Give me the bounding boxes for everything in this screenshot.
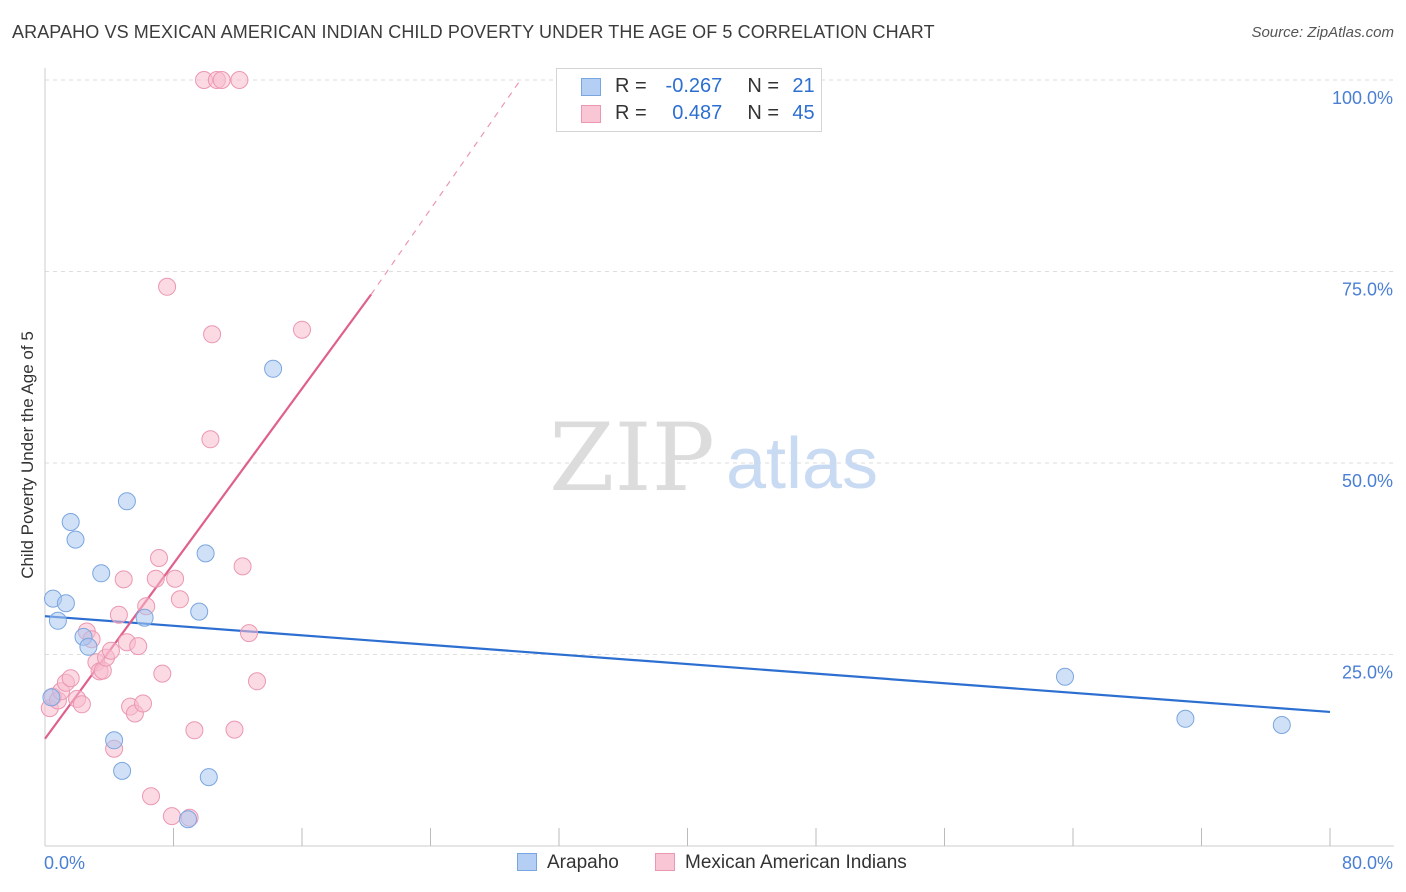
bottom-legend-label-mexican-american-indians: Mexican American Indians — [685, 852, 907, 873]
point-mexican-american-indians-27 — [153, 664, 172, 683]
point-arapaho-4 — [61, 513, 80, 531]
legend-stats-mexican-american-indians: R = 0.487 N = 45 — [615, 102, 815, 124]
bottom-legend-swatch-mexican-american-indians — [655, 853, 675, 871]
y-tick-label-0: 25.0% — [1342, 663, 1393, 683]
point-mexican-american-indians-17 — [114, 570, 133, 589]
point-mexican-american-indians-5 — [61, 669, 80, 688]
point-arapaho-3 — [56, 594, 75, 613]
point-mexican-american-indians-44 — [293, 320, 311, 339]
point-arapaho-8 — [92, 564, 111, 583]
point-mexican-american-indians-24 — [142, 787, 160, 806]
point-arapaho-19 — [1176, 709, 1195, 728]
trend-line-arapaho — [44, 615, 1331, 714]
point-arapaho-16 — [199, 768, 218, 787]
y-tick-label-2: 75.0% — [1342, 280, 1393, 300]
point-mexican-american-indians-26 — [150, 549, 168, 567]
point-mexican-american-indians-35 — [201, 430, 220, 449]
point-mexican-american-indians-30 — [166, 569, 185, 588]
point-mexican-american-indians-42 — [240, 624, 258, 643]
tick-labels: 25.0% 50.0% 75.0% 100.0% 0.0% 80.0% — [44, 88, 1393, 873]
point-mexican-american-indians-39 — [225, 720, 244, 739]
point-mexican-american-indians-31 — [170, 590, 189, 609]
point-arapaho-12 — [135, 608, 154, 627]
point-arapaho-2 — [48, 611, 67, 630]
point-mexican-american-indians-21 — [129, 637, 148, 656]
correlation-legend: R = -0.267 N = 21 R = 0.487 N = 45 — [556, 68, 822, 132]
point-mexican-american-indians-22 — [134, 694, 152, 713]
point-arapaho-11 — [117, 492, 136, 511]
point-arapaho-15 — [196, 544, 215, 563]
point-arapaho-0 — [42, 688, 61, 707]
y-tick-label-3: 100.0% — [1332, 88, 1393, 108]
point-mexican-american-indians-25 — [146, 569, 165, 588]
axes — [44, 68, 1394, 847]
trend-line-extension-mexican-american-indians — [370, 79, 521, 295]
point-mexican-american-indians-36 — [203, 325, 222, 344]
y-tick-label-1: 50.0% — [1342, 471, 1393, 491]
data-points — [40, 71, 1291, 829]
bottom-legend-arapaho: Arapaho — [517, 852, 619, 874]
point-arapaho-5 — [66, 530, 85, 549]
point-mexican-american-indians-16 — [109, 605, 128, 624]
point-arapaho-20 — [1272, 716, 1291, 734]
x-tick-label-0: 0.0% — [44, 853, 85, 873]
bottom-legend-label-arapaho: Arapaho — [547, 852, 619, 873]
legend-stats-arapaho: R = -0.267 N = 21 — [615, 75, 815, 97]
point-mexican-american-indians-40 — [230, 71, 249, 89]
x-tick-label-1: 80.0% — [1342, 853, 1393, 873]
point-arapaho-10 — [113, 761, 132, 780]
point-mexican-american-indians-33 — [185, 721, 204, 740]
watermark-atlas: atlas — [726, 424, 878, 504]
chart-title: ARAPAHO VS MEXICAN AMERICAN INDIAN CHILD… — [12, 22, 935, 42]
bottom-legend-mexican-american-indians: Mexican American Indians — [655, 852, 907, 874]
point-arapaho-13 — [179, 810, 197, 829]
bottom-legend-swatch-arapaho — [517, 853, 537, 871]
point-arapaho-7 — [79, 637, 98, 656]
point-mexican-american-indians-28 — [158, 277, 177, 296]
legend-swatch-mexican-american-indians — [581, 105, 601, 123]
point-mexican-american-indians-38 — [212, 71, 231, 89]
point-arapaho-14 — [190, 602, 209, 621]
point-mexican-american-indians-43 — [248, 672, 266, 691]
point-arapaho-17 — [264, 359, 283, 378]
point-mexican-american-indians-7 — [72, 695, 91, 714]
point-mexican-american-indians-29 — [162, 807, 181, 826]
watermark-zip: ZIP — [549, 404, 715, 513]
chart-source: Source: ZipAtlas.com — [1251, 24, 1394, 41]
watermark: ZIP atlas — [549, 404, 878, 513]
point-arapaho-9 — [105, 731, 124, 750]
point-mexican-american-indians-41 — [233, 557, 252, 576]
point-mexican-american-indians-14 — [101, 641, 120, 660]
point-arapaho-18 — [1056, 667, 1074, 686]
legend-swatch-arapaho — [581, 78, 601, 96]
